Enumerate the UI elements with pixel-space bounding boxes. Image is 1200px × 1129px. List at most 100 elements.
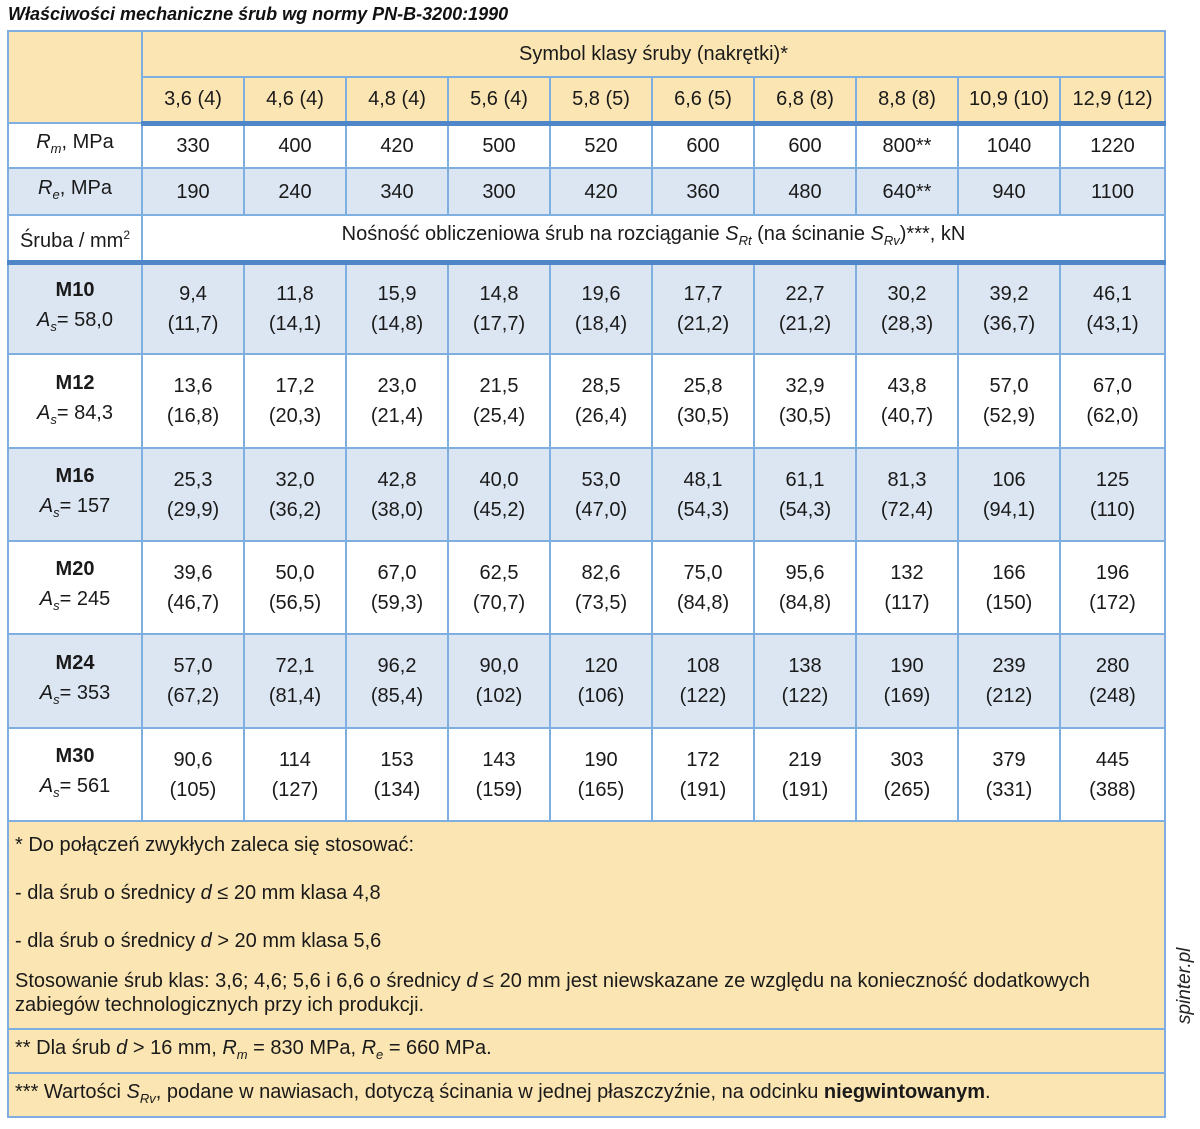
shear-value: (265) bbox=[883, 778, 931, 801]
tension-value: 39,6 bbox=[173, 561, 213, 584]
shear-value: (110) bbox=[1089, 498, 1136, 521]
capacity-cell: 57,0 (67,2) bbox=[141, 633, 245, 729]
re-value-cell: 300 bbox=[447, 167, 551, 216]
shear-value: (94,1) bbox=[982, 498, 1036, 521]
tension-value: 14,8 bbox=[479, 282, 519, 305]
capacity-cell: 57,0 (52,9) bbox=[957, 353, 1061, 449]
capacity-cell: 138 (122) bbox=[753, 633, 857, 729]
rm-value-cell: 1040 bbox=[957, 122, 1061, 169]
capacity-cell: 50,0 (56,5) bbox=[243, 540, 347, 635]
tension-value: 106 bbox=[992, 468, 1026, 491]
tension-value: 72,1 bbox=[275, 655, 315, 677]
shear-value: (18,4) bbox=[574, 312, 628, 335]
tension-value: 303 bbox=[890, 748, 924, 771]
tension-value: 21,5 bbox=[479, 375, 519, 397]
tension-value: 153 bbox=[380, 748, 414, 771]
bolt-size: M24 bbox=[55, 651, 95, 674]
tension-value: 39,2 bbox=[989, 282, 1029, 305]
capacity-cell: 39,6 (46,7) bbox=[141, 540, 245, 635]
tension-value: 190 bbox=[584, 748, 618, 771]
capacity-cell: 28,5 (26,4) bbox=[549, 353, 653, 449]
rm-value-cell: 420 bbox=[345, 122, 449, 169]
shear-value: (117) bbox=[884, 591, 930, 614]
re-value-cell: 640** bbox=[855, 167, 959, 216]
shear-value: (54,3) bbox=[778, 498, 832, 521]
tension-value: 30,2 bbox=[887, 282, 927, 305]
capacity-cell: 39,2 (36,7) bbox=[957, 261, 1061, 355]
shear-value: (36,2) bbox=[268, 498, 322, 521]
capacity-cell: 32,9 (30,5) bbox=[753, 353, 857, 449]
capacity-cell: 22,7 (21,2) bbox=[753, 261, 857, 355]
class-header-cell: 6,6 (5) bbox=[651, 76, 755, 126]
tension-value: 120 bbox=[584, 655, 618, 677]
tension-value: 90,6 bbox=[173, 748, 213, 771]
capacity-cell: 445 (388) bbox=[1058, 727, 1167, 822]
class-header-cell: 4,6 (4) bbox=[243, 76, 347, 126]
class-header-cell: 5,6 (4) bbox=[447, 76, 551, 126]
shear-value: (106) bbox=[577, 685, 625, 707]
shear-value: (134) bbox=[373, 778, 421, 801]
shear-value: (16,8) bbox=[166, 405, 220, 427]
tension-value: 172 bbox=[686, 748, 720, 771]
class-header-cell: 12,9 (12) bbox=[1058, 76, 1167, 126]
shear-value: (191) bbox=[679, 778, 727, 801]
rm-label: Rm, MPa bbox=[7, 122, 143, 169]
tension-value: 138 bbox=[788, 655, 822, 677]
class-group-header: Symbol klasy śruby (nakrętki)* bbox=[140, 30, 1167, 78]
capacity-cell: 82,6 (73,5) bbox=[549, 540, 653, 635]
tension-value: 196 bbox=[1095, 561, 1130, 584]
shear-value: (52,9) bbox=[982, 405, 1036, 427]
tension-value: 53,0 bbox=[581, 468, 621, 491]
shear-value: (85,4) bbox=[370, 685, 424, 707]
tension-value: 25,8 bbox=[683, 375, 723, 397]
shear-value: (14,1) bbox=[268, 312, 322, 335]
capacity-cell: 303 (265) bbox=[855, 727, 959, 822]
rm-value-cell: 600 bbox=[651, 122, 755, 169]
class-header-cell: 8,8 (8) bbox=[855, 76, 959, 126]
bolt-label-cell: M30 As= 561 bbox=[7, 727, 143, 822]
capacity-cell: 14,8 (17,7) bbox=[447, 261, 551, 355]
shear-value: (20,3) bbox=[268, 405, 322, 427]
shear-value: (36,7) bbox=[982, 312, 1036, 335]
capacity-cell: 95,6 (84,8) bbox=[753, 540, 857, 635]
shear-value: (54,3) bbox=[676, 498, 730, 521]
capacity-header: Nośność obliczeniowa śrub na rozciąganie… bbox=[140, 214, 1167, 265]
capacity-cell: 23,0 (21,4) bbox=[345, 353, 449, 449]
bolt-row: M12 As= 84,3 13,6 (16,8) 17,2 (20,3) 23,0 (21,4… bbox=[7, 353, 1167, 449]
shear-value: (46,7) bbox=[166, 591, 220, 614]
shear-value: (212) bbox=[985, 685, 1033, 707]
capacity-cell: 43,8 (40,7) bbox=[855, 353, 959, 449]
bolt-row: M16 As= 157 25,3 (29,9) 32,0 (36,2) 42,8 (38,0)… bbox=[7, 447, 1167, 542]
bolt-area: As= 84,3 bbox=[36, 401, 113, 427]
shear-value: (248) bbox=[1089, 685, 1136, 707]
bolt-row: M24 As= 353 57,0 (67,2) 72,1 (81,4) 96,2 (85,4)… bbox=[7, 633, 1167, 729]
footnote-1: * Do połączeń zwykłych zaleca się stosow… bbox=[6, 820, 1167, 1030]
shear-value: (14,8) bbox=[370, 312, 424, 335]
capacity-cell: 15,9 (14,8) bbox=[345, 261, 449, 355]
capacity-cell: 172 (191) bbox=[651, 727, 755, 822]
tension-value: 43,8 bbox=[887, 375, 927, 397]
tension-value: 13,6 bbox=[173, 375, 213, 397]
shear-value: (26,4) bbox=[574, 405, 628, 427]
re-value-cell: 240 bbox=[243, 167, 347, 216]
capacity-cell: 19,6 (18,4) bbox=[549, 261, 653, 355]
capacity-cell: 25,3 (29,9) bbox=[141, 447, 245, 542]
bolt-area: As= 157 bbox=[39, 495, 111, 520]
bolt-size: M10 bbox=[55, 279, 95, 302]
shear-value: (62,0) bbox=[1086, 405, 1139, 427]
bolt-row: M10 As= 58,0 9,4 (11,7) 11,8 (14,1) 15,9 (14,8)… bbox=[7, 261, 1167, 355]
tension-value: 75,0 bbox=[683, 561, 723, 584]
capacity-cell: 90,6 (105) bbox=[141, 727, 245, 822]
capacity-cell: 132 (117) bbox=[855, 540, 959, 635]
capacity-cell: 61,1 (54,3) bbox=[753, 447, 857, 542]
capacity-cell: 96,2 (85,4) bbox=[345, 633, 449, 729]
tension-value: 90,0 bbox=[479, 655, 519, 677]
tension-value: 280 bbox=[1095, 655, 1130, 677]
tension-value: 28,5 bbox=[581, 375, 621, 397]
shear-value: (159) bbox=[475, 778, 523, 801]
shear-value: (45,2) bbox=[472, 498, 526, 521]
shear-value: (172) bbox=[1089, 591, 1136, 614]
re-value-cell: 190 bbox=[141, 167, 245, 216]
tension-value: 67,0 bbox=[377, 561, 417, 584]
tension-value: 15,9 bbox=[377, 282, 417, 305]
